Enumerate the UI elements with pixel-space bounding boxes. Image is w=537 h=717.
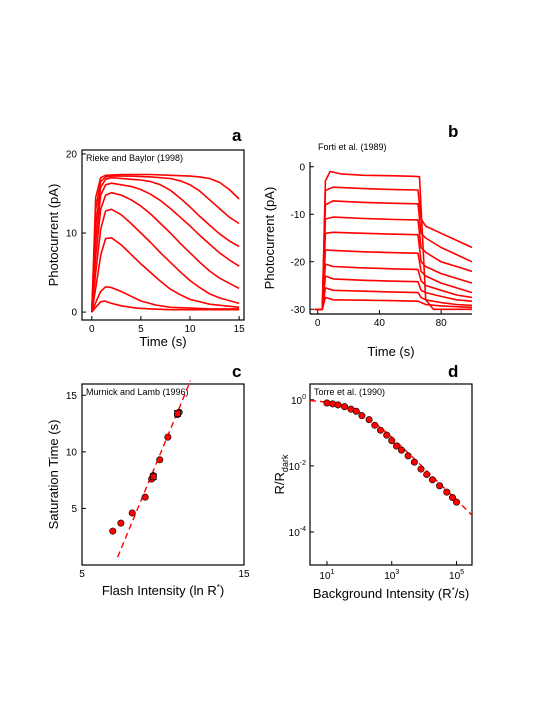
y-tick-label: 0 [71,308,77,319]
data-point [156,456,164,464]
x-axis-label: Time (s) [139,334,186,349]
data-point [417,465,425,473]
y-tick-label: 10-4 [289,526,306,539]
panel-c: c Murnick and Lamb (1996) 5 15 5 10 15 Flash In… [46,362,250,598]
x-tick-label: 101 [319,569,334,582]
panel-b: b Forti et al. (1989) 0 40 80 0 -10 -20 -30 Time … [262,122,473,359]
y-tick-label: 15 [66,391,78,402]
citation-a: Rieke and Baylor (1998) [86,153,183,163]
data-point [341,403,349,411]
fit-curve [309,399,473,516]
series-line-7 [314,263,473,311]
y-axis-label: R/Rdark [272,454,290,494]
x-axis-label: Time (s) [367,344,414,359]
data-point [383,431,391,439]
x-tick-label: 15 [238,569,250,580]
data-point [443,488,451,496]
plot-frame [309,383,473,566]
data-point [377,426,385,434]
panel-letter-d: d [448,362,458,381]
series-line-1 [91,300,240,313]
x-tick-label: 0 [89,324,95,335]
y-tick-label: -10 [291,210,306,221]
data-point [371,421,379,429]
data-point [128,509,136,517]
series-line-2 [91,285,240,313]
series-line-8 [91,175,240,313]
plot-frame [81,149,245,321]
y-axis-label: Saturation Time (s) [46,420,61,530]
series-line-3 [91,237,240,313]
data-point [388,437,396,445]
panel-letter-b: b [448,122,458,141]
x-axis-label: Background Intensity (R*/s) [313,586,469,601]
series-line-8 [314,275,473,311]
y-tick-label: 5 [71,504,77,515]
series-line-5 [314,231,473,311]
data-point [109,527,117,535]
citation-b: Forti et al. (1989) [318,142,387,152]
y-tick-label: 10 [66,229,78,240]
series-line-4 [314,216,473,311]
x-tick-label: 40 [374,318,386,329]
x-tick-label: 15 [234,324,246,335]
series-line-9 [91,173,240,313]
data-point [453,498,461,506]
x-tick-label: 103 [384,569,399,582]
data-point [397,446,405,454]
citation-c: Murnick and Lamb (1996) [86,387,189,397]
x-tick-label: 80 [436,318,448,329]
series-line-1 [314,170,472,311]
y-tick-label: -30 [291,305,306,316]
data-point [323,399,331,407]
plot-frame [81,383,245,566]
y-tick-label: -20 [291,257,306,268]
data-point [448,494,456,502]
data-point [423,470,431,478]
citation-d: Torre et al. (1990) [314,387,385,397]
y-tick-label: 20 [66,149,78,160]
data-point [365,416,373,424]
series-line-6 [91,182,240,313]
x-tick-label: 5 [79,569,85,580]
y-axis-label: Photocurrent (pA) [262,187,277,290]
data-point [410,458,418,466]
y-tick-label: 10-2 [289,460,306,473]
data-point [164,433,172,441]
x-tick-label: 10 [184,324,196,335]
x-tick-label: 5 [138,324,144,335]
data-point [436,482,444,490]
panel-a: a Rieke and Baylor (1998) 0 5 10 15 0 10 20 Time … [46,126,245,349]
series-line-4 [91,208,240,313]
x-tick-label: 0 [315,318,321,329]
series-line-7 [91,176,240,313]
data-point [404,452,412,460]
data-point [392,442,400,450]
panel-letter-c: c [232,362,241,381]
data-point-square [149,473,157,481]
x-axis-label: Flash Intensity (ln R*) [102,583,224,598]
data-point [117,519,125,527]
y-axis-label: Photocurrent (pA) [46,184,61,287]
series-line-9 [314,287,473,311]
data-point-square [174,410,181,417]
data-point [141,493,149,501]
data-point [334,401,342,409]
data-point [358,412,366,420]
series-line-10 [314,296,473,311]
x-tick-label: 105 [449,569,464,582]
fit-line [116,380,192,558]
data-point [352,407,360,415]
y-tick-label: 10 [66,447,78,458]
panel-d: d Torre et al. (1990) 101 103 105 100 10-2 10-4… [272,362,473,601]
series-line-5 [91,191,240,313]
data-point [428,476,436,484]
series-line-6 [314,249,473,311]
y-tick-label: 0 [299,162,305,173]
panel-letter-a: a [232,126,242,145]
y-tick-label: 100 [291,394,306,407]
